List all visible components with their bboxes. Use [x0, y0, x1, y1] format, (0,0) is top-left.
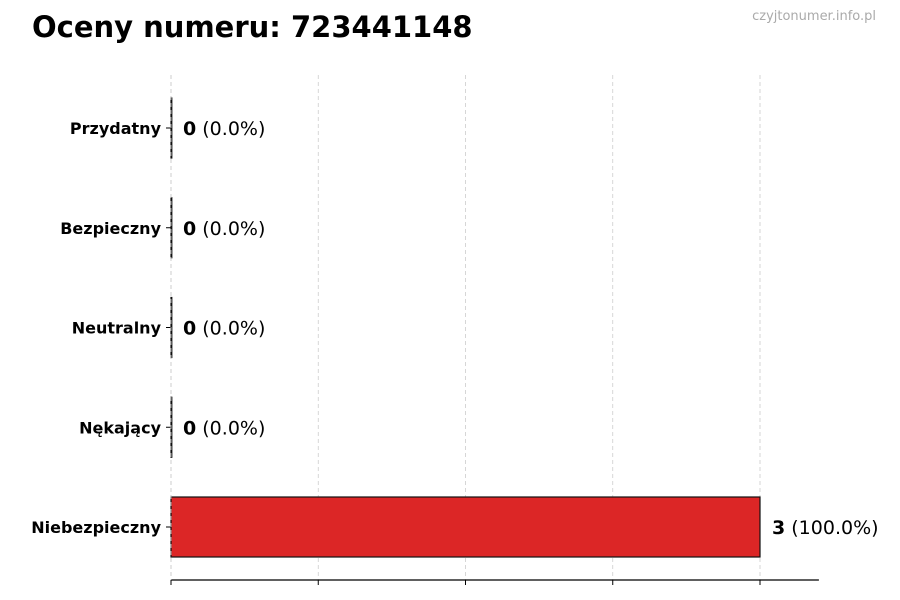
data-label-pct: (0.0%): [196, 118, 265, 140]
data-label: 0 (0.0%): [183, 318, 265, 340]
data-label: 0 (0.0%): [183, 118, 265, 140]
data-label: 3 (100.0%): [772, 517, 879, 539]
y-tick-label: Neutralny: [72, 319, 162, 338]
y-tick-label: Nękający: [79, 418, 161, 437]
data-label-pct: (0.0%): [196, 318, 265, 340]
data-label-pct: (0.0%): [196, 417, 265, 439]
y-tick-label: Niebezpieczny: [31, 518, 161, 537]
data-label-count: 3: [772, 517, 785, 539]
data-label: 0 (0.0%): [183, 218, 265, 240]
watermark: czyjtonumer.info.pl: [752, 9, 876, 24]
data-label: 0 (0.0%): [183, 417, 265, 439]
bar: [170, 496, 761, 558]
data-label-count: 0: [183, 318, 196, 340]
y-tick-label: Bezpieczny: [60, 219, 161, 238]
y-tick-label: Przydatny: [70, 119, 162, 138]
chart-title: Oceny numeru: 723441148: [32, 10, 473, 44]
bar: [170, 197, 173, 259]
data-label-pct: (100.0%): [785, 517, 878, 539]
data-label-count: 0: [183, 118, 196, 140]
data-label-count: 0: [183, 218, 196, 240]
data-label-pct: (0.0%): [196, 218, 265, 240]
data-label-count: 0: [183, 417, 196, 439]
